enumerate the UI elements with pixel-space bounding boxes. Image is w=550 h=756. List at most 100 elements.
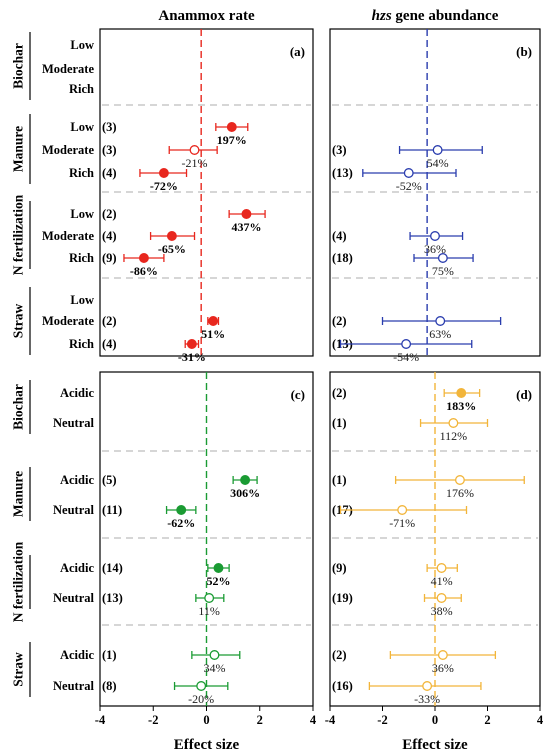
effect-point xyxy=(138,253,149,263)
effect-point xyxy=(430,231,440,241)
effect-point xyxy=(189,145,200,155)
effect-point xyxy=(403,168,414,178)
effect-label: 197% xyxy=(217,133,247,147)
effect-label: 63% xyxy=(429,327,451,341)
effect-point xyxy=(240,475,251,485)
effect-point xyxy=(454,475,465,485)
x-tick-label: 2 xyxy=(484,713,490,727)
effect-point xyxy=(435,316,446,326)
effect-label: 41% xyxy=(431,574,453,588)
effect-point xyxy=(456,388,467,398)
effect-label: 34% xyxy=(203,661,225,675)
sample-size: (4) xyxy=(332,229,347,243)
x-axis-label: Effect size xyxy=(402,737,468,753)
effect-label: 306% xyxy=(230,486,260,500)
level-label: Moderate xyxy=(42,229,95,243)
effect-label: -20% xyxy=(188,692,214,706)
effect-label: -62% xyxy=(167,516,195,530)
effect-point xyxy=(166,231,177,241)
sample-size: (2) xyxy=(102,314,117,328)
sample-size: (4) xyxy=(102,229,117,243)
sample-size: (8) xyxy=(102,679,117,693)
sample-size: (2) xyxy=(332,386,347,400)
effect-point xyxy=(241,209,252,219)
level-label: Moderate xyxy=(42,314,95,328)
effect-point xyxy=(176,505,187,515)
sample-size: (18) xyxy=(332,251,353,265)
sample-size: (2) xyxy=(332,648,347,662)
sample-size: (11) xyxy=(102,503,122,517)
sample-size: (16) xyxy=(332,679,353,693)
effect-label: -31% xyxy=(178,350,206,364)
group-label: Straw xyxy=(11,652,26,687)
sample-size: (3) xyxy=(332,143,347,157)
x-tick-label: 4 xyxy=(537,713,544,727)
level-label: Low xyxy=(70,293,94,307)
effect-point xyxy=(448,418,459,428)
x-tick-label: -2 xyxy=(148,713,158,727)
effect-label: -86% xyxy=(130,264,158,278)
x-tick-label: -4 xyxy=(325,713,336,727)
level-label: Acidic xyxy=(60,386,94,400)
sample-size: (13) xyxy=(102,591,123,605)
effect-point xyxy=(209,650,220,660)
sample-size: (5) xyxy=(102,473,117,487)
effect-point xyxy=(186,339,197,349)
effect-label: -54% xyxy=(393,350,419,364)
level-label: Neutral xyxy=(53,503,94,517)
effect-point xyxy=(432,145,443,155)
effect-label: 11% xyxy=(198,604,220,618)
level-label: Moderate xyxy=(42,62,95,76)
panel-title: hzs gene abundance xyxy=(372,8,499,24)
level-label: Acidic xyxy=(60,648,94,662)
level-label: Neutral xyxy=(53,591,94,605)
group-label: N fertilization xyxy=(11,541,26,622)
panel-a: Anammox rate (a) Biochar Manure N fertilizat… xyxy=(11,8,314,364)
level-label: Rich xyxy=(69,337,94,351)
sample-size: (4) xyxy=(102,166,117,180)
sample-size: (2) xyxy=(332,314,347,328)
sample-size: (19) xyxy=(332,591,353,605)
level-label: Rich xyxy=(69,251,94,265)
sample-size: (9) xyxy=(332,561,347,575)
level-label: Acidic xyxy=(60,473,94,487)
level-label: Neutral xyxy=(53,679,94,693)
level-label: Moderate xyxy=(42,143,95,157)
sample-size: (2) xyxy=(102,207,117,221)
level-label: Rich xyxy=(69,82,94,96)
level-label: Acidic xyxy=(60,561,94,575)
panel-title: Anammox rate xyxy=(158,8,255,24)
group-label: Manure xyxy=(11,126,26,172)
x-tick-label: -4 xyxy=(95,713,106,727)
sample-size: (1) xyxy=(332,416,347,430)
effect-point xyxy=(437,253,448,263)
effect-point xyxy=(397,505,408,515)
sample-size: (3) xyxy=(102,120,117,134)
sample-size: (1) xyxy=(332,473,347,487)
panel-label: (c) xyxy=(291,387,305,402)
effect-label: 112% xyxy=(440,429,468,443)
panel-b: hzs gene abundance (b) (3) 54% (13) -52% (4) 36… xyxy=(329,8,541,364)
effect-point xyxy=(401,339,412,349)
effect-label: -72% xyxy=(150,179,178,193)
sample-size: (3) xyxy=(102,143,117,157)
x-tick-label: 4 xyxy=(310,713,317,727)
effect-label: -33% xyxy=(414,692,440,706)
x-tick-label: -2 xyxy=(377,713,387,727)
sample-size: (13) xyxy=(332,166,353,180)
group-label: Biochar xyxy=(11,43,26,89)
effect-label: 51% xyxy=(201,327,225,341)
effect-point xyxy=(204,593,215,603)
level-label: Low xyxy=(70,120,94,134)
sample-size: (9) xyxy=(102,251,117,265)
effect-point xyxy=(437,650,448,660)
panel-d: (d) -4 -2 0 2 4 Effect size (2) 183% (1) 112% (1) 17… xyxy=(325,371,544,753)
effect-label: 437% xyxy=(231,220,261,234)
effect-label: -21% xyxy=(182,156,208,170)
effect-label: 176% xyxy=(446,486,474,500)
effect-label: 36% xyxy=(424,242,446,256)
level-label: Neutral xyxy=(53,416,94,430)
effect-label: -65% xyxy=(158,242,186,256)
group-label: Straw xyxy=(11,304,26,339)
title-text: Anammox rate xyxy=(158,8,255,24)
